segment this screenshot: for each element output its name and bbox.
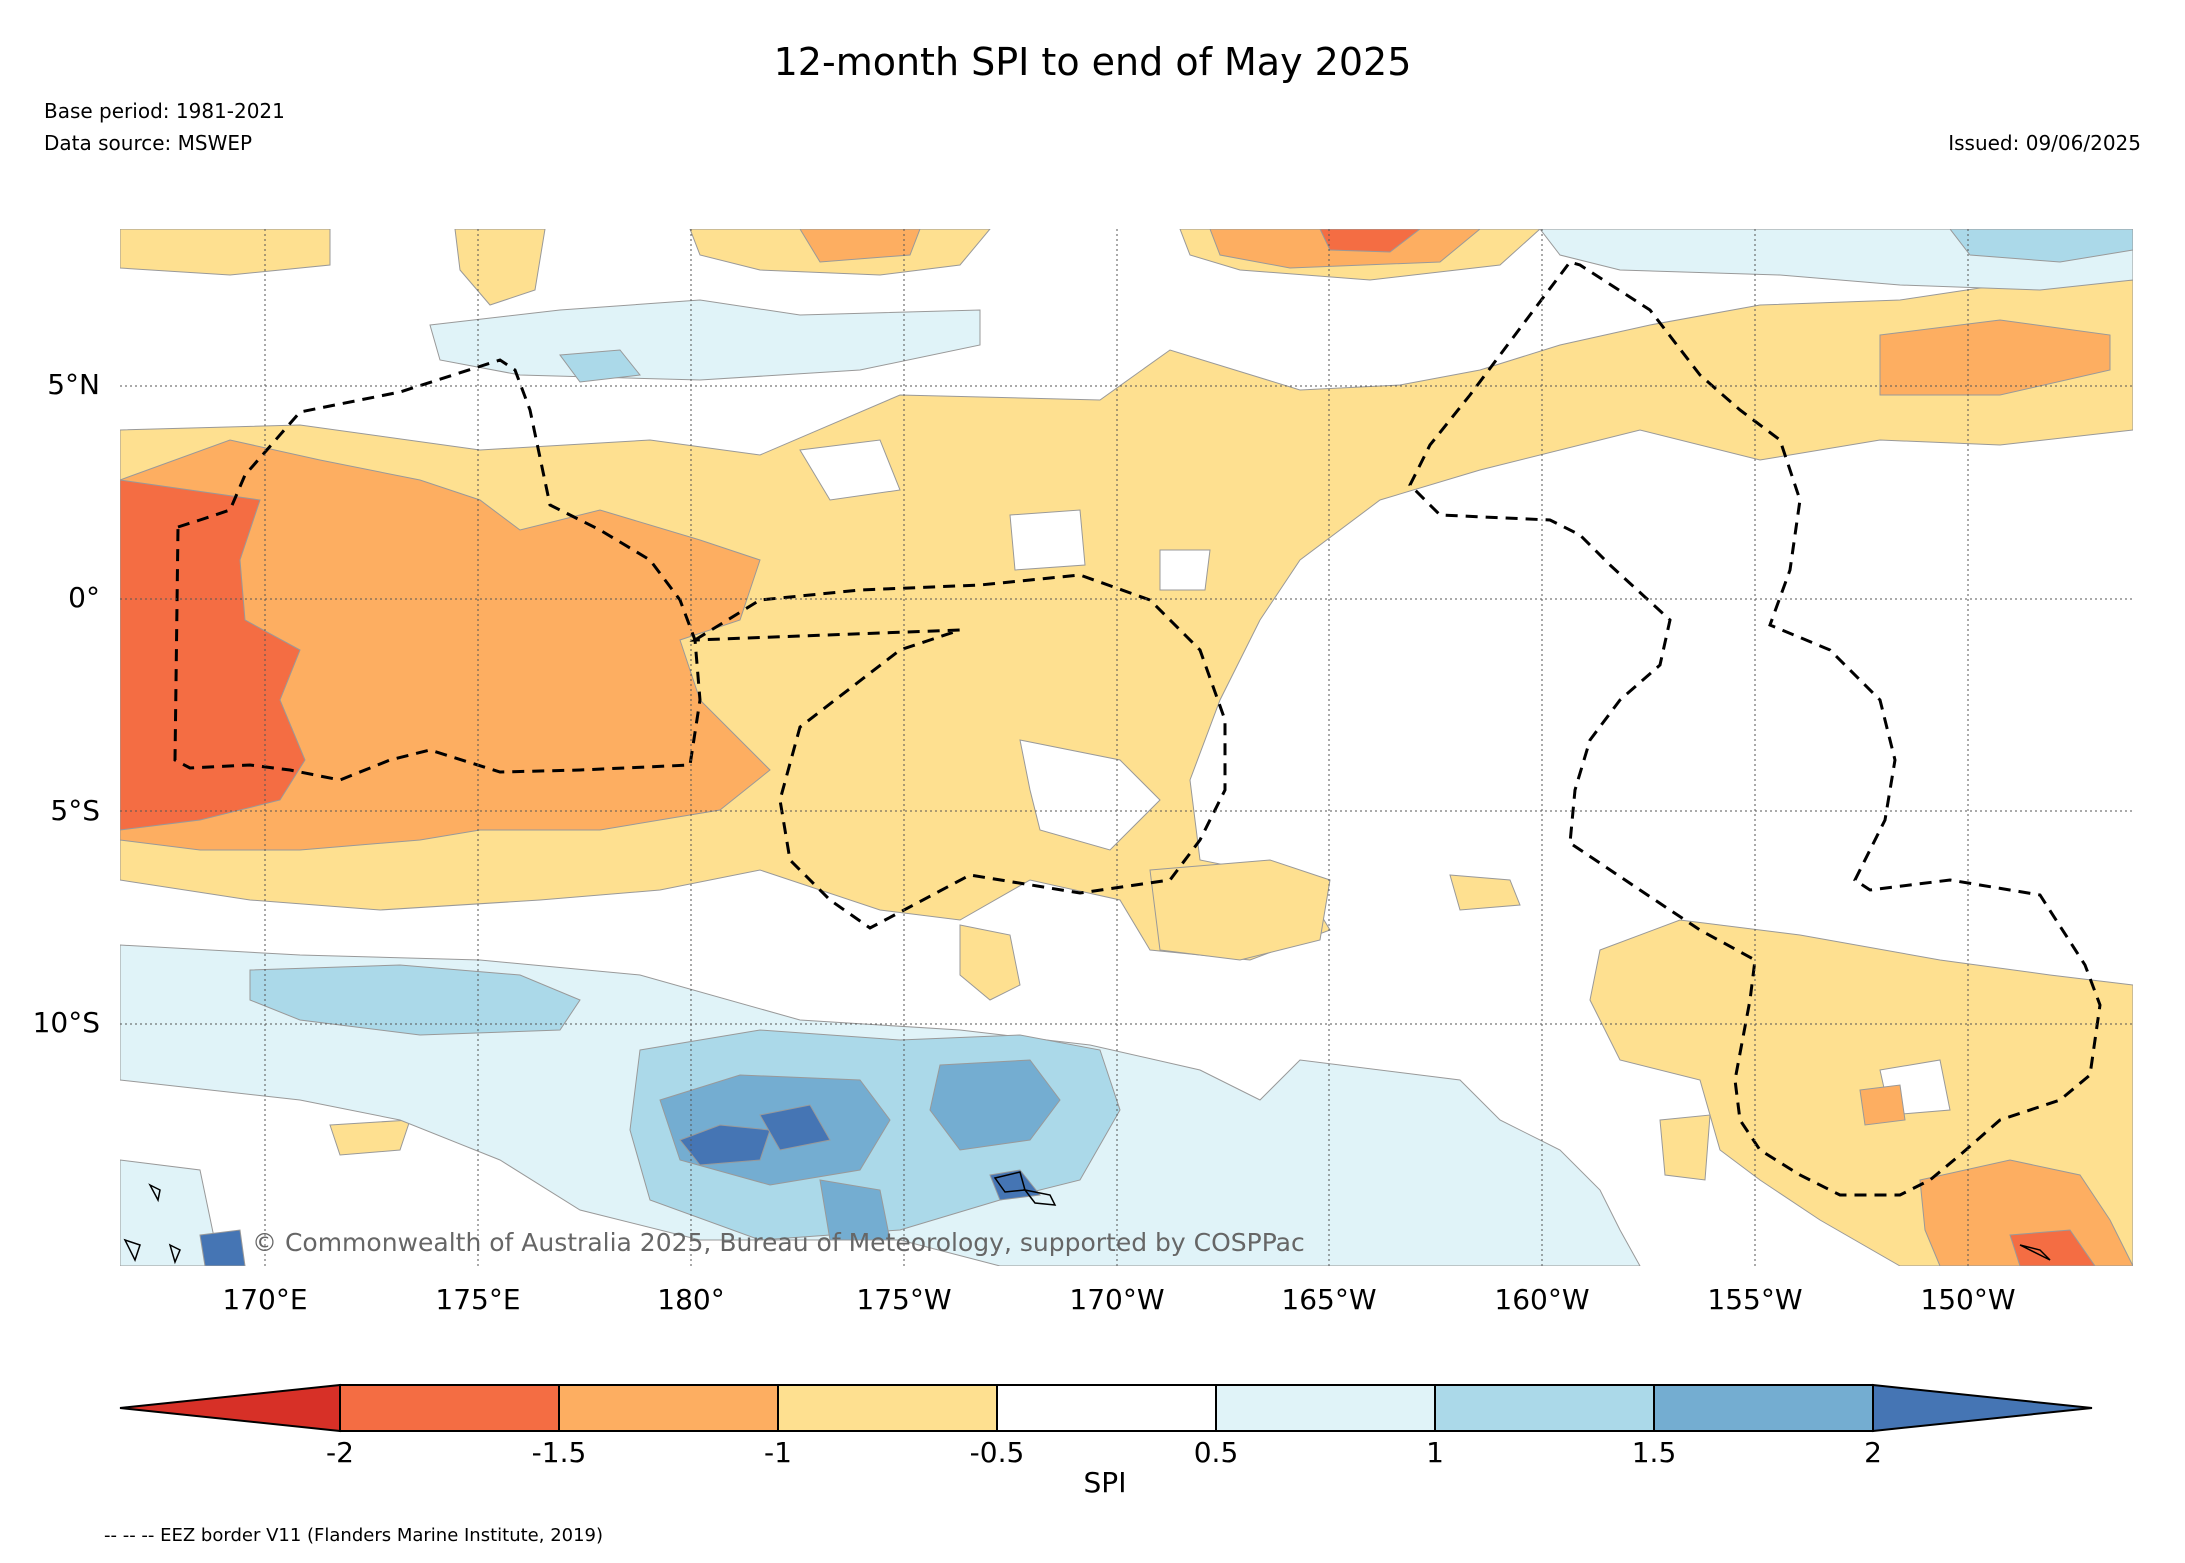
eez-borders: [173, 260, 2102, 1197]
lat-tick-label: 10°S: [32, 1006, 100, 1039]
spi-region-near-normal: [799, 439, 901, 501]
spi-region-extremely-wet: [679, 1124, 771, 1166]
colorbar-bin: [1434, 1384, 1655, 1432]
spi-region-very-dry: [2009, 1229, 2096, 1266]
spi-region-near-normal: [1009, 509, 1086, 571]
colorbar-tick-label: -0.5: [969, 1436, 1025, 1469]
colorbar-tick-label: -1: [764, 1436, 792, 1469]
colorbar-extend-high: [1872, 1383, 2093, 1433]
colorbar-bin: [1653, 1384, 1874, 1432]
lon-tick-label: 155°W: [1707, 1283, 1803, 1316]
issued-date-text: Issued: 09/06/2025: [1948, 131, 2141, 155]
lon-tick-label: 180°: [657, 1283, 725, 1316]
spi-region-moderately-dry: [120, 229, 331, 276]
colorbar-bin: [558, 1384, 779, 1432]
spi-region-extremely-wet: [199, 1229, 246, 1266]
colorbar-tick-label: 1: [1426, 1436, 1444, 1469]
spi-region-moderately-dry: [329, 1119, 411, 1156]
lon-tick-label: 160°W: [1494, 1283, 1590, 1316]
lon-tick-label: 175°E: [435, 1283, 521, 1316]
spi-region-moderately-wet: [120, 1159, 221, 1266]
colorbar-tick-label: 1.5: [1631, 1436, 1677, 1469]
colorbar-tick-label: 2: [1864, 1436, 1882, 1469]
spi-region-wet: [1949, 229, 2133, 263]
map-gridlines: [120, 229, 2133, 1266]
spi-region-moderately-dry: [1449, 874, 1521, 911]
spi-region-near-normal: [1019, 739, 1161, 851]
spi-region-near-normal: [1159, 549, 1211, 591]
spi-region-very-dry: [120, 479, 306, 831]
colorbar-bin: [1215, 1384, 1436, 1432]
colorbar-tick-label: -1.5: [531, 1436, 587, 1469]
spi-region-wet: [249, 964, 581, 1036]
colorbar-tick-label: 0.5: [1193, 1436, 1239, 1469]
data-source-text: Data source: MSWEP: [44, 131, 253, 155]
colorbar-tick-label: -2: [326, 1436, 354, 1469]
lon-tick-label: 165°W: [1281, 1283, 1377, 1316]
map-title: 12-month SPI to end of May 2025: [773, 40, 1412, 84]
spi-fields: [120, 229, 2133, 1266]
spi-region-very-wet: [929, 1059, 1061, 1151]
lon-tick-label: 170°E: [222, 1283, 308, 1316]
island-outline: [123, 1183, 181, 1265]
lat-tick-label: 0°: [68, 581, 100, 614]
colorbar-extend-low: [119, 1383, 341, 1433]
base-period-text: Base period: 1981-2021: [44, 99, 285, 123]
spi-region-wet: [559, 349, 641, 383]
lat-tick-label: 5°N: [47, 368, 100, 401]
spi-region-dry: [1859, 1084, 1906, 1126]
spi-region-extremely-wet: [759, 1104, 831, 1151]
lat-tick-label: 5°S: [50, 794, 100, 827]
island-outline: [2019, 1244, 2051, 1261]
spi-region-very-wet: [819, 1179, 891, 1241]
spi-colorbar: [119, 1383, 2093, 1433]
eez-border-note: -- -- -- EEZ border V11 (Flanders Marine…: [104, 1525, 604, 1546]
lon-tick-label: 170°W: [1069, 1283, 1165, 1316]
colorbar-label: SPI: [1083, 1466, 1127, 1499]
lon-tick-label: 150°W: [1920, 1283, 2016, 1316]
spi-region-moderately-dry: [1659, 1114, 1711, 1181]
island-outline: [993, 1171, 1057, 1206]
spi-region-dry: [1879, 319, 2111, 396]
spi-region-dry: [1919, 1159, 2133, 1266]
colorbar-bin: [996, 1384, 1217, 1432]
spi-region-dry: [799, 229, 921, 263]
spi-region-moderately-dry: [1149, 859, 1331, 961]
colorbar-bin: [339, 1384, 560, 1432]
spi-region-very-dry: [1319, 229, 1421, 253]
spi-region-moderately-dry: [959, 924, 1021, 1001]
lon-tick-label: 175°W: [856, 1283, 952, 1316]
colorbar-bin: [777, 1384, 998, 1432]
copyright-notice: © Commonwealth of Australia 2025, Bureau…: [252, 1228, 1305, 1257]
